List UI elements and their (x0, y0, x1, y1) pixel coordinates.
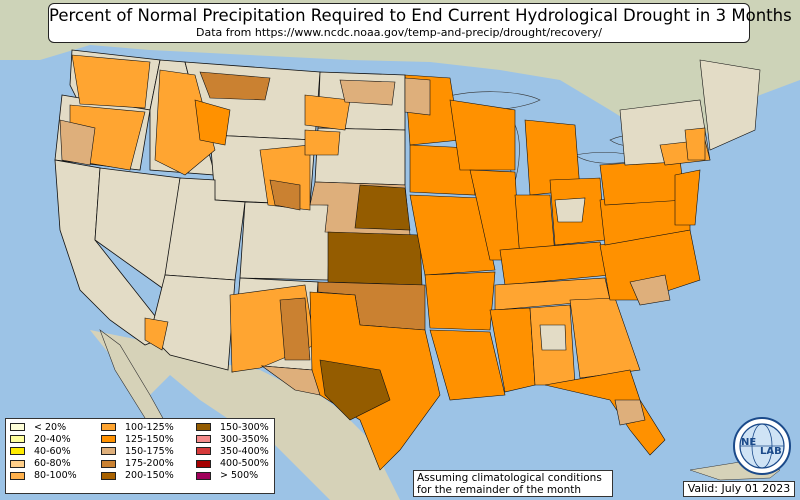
legend-column-2: 100-125% 125-150% 150-175% 175-200% 200-… (101, 421, 174, 482)
legend-swatch (10, 435, 25, 444)
patch-nm-175-200 (279, 297, 311, 361)
legend-swatch (196, 447, 211, 456)
legend-item: 175-200% (101, 458, 174, 470)
legend-label: 175-200% (125, 458, 174, 470)
patch-az-100-125 (144, 317, 169, 351)
region-georgia (569, 297, 641, 379)
legend-label: 60-80% (34, 458, 71, 470)
legend-item: 300-350% (196, 433, 269, 445)
legend-item: 400-500% (196, 458, 269, 470)
region-louisiana (429, 329, 506, 401)
legend-label: 40-60% (34, 445, 71, 457)
legend-label: 400-500% (220, 458, 269, 470)
region-sc-150-175 (629, 274, 671, 306)
patch-wa-100-125 (71, 54, 151, 109)
region-ne-100-125 (684, 127, 706, 161)
legend-swatch (101, 423, 116, 432)
legend-label: 20-40% (34, 433, 71, 445)
mexico-landmass (90, 330, 400, 500)
legend-swatch (101, 471, 116, 480)
legend-item: 20-40% (10, 433, 77, 445)
legend-swatch (196, 423, 211, 432)
region-new-england (699, 59, 761, 151)
region-ohio-neutral (554, 197, 586, 223)
legend-swatch (196, 471, 211, 480)
legend-label: < 20% (34, 421, 67, 433)
logo-text-left: NE (741, 437, 756, 448)
legend-swatch (10, 423, 25, 432)
patch-nd-100-125 (304, 94, 351, 131)
legend: < 20% 20-40% 40-60% 60-80% 80-100% 100-1… (5, 418, 275, 494)
region-texas-west-150-175 (260, 365, 321, 396)
patch-co-175-200 (269, 179, 301, 211)
region-kansas (327, 231, 423, 286)
note-line-2: for the remainder of the month (417, 484, 582, 496)
legend-swatch (101, 435, 116, 444)
legend-item: 200-150% (101, 470, 174, 482)
patch-id-100-125 (154, 69, 216, 176)
legend-item: 100-125% (101, 421, 174, 433)
legend-column-3: 150-300% 300-350% 350-400% 400-500% > 50… (196, 421, 269, 482)
legend-item: 150-175% (101, 445, 174, 457)
valid-date: Valid: July 01 2023 (683, 481, 795, 497)
region-sd-east-150-175 (404, 77, 431, 116)
region-ne-kansas-200-300 (354, 184, 411, 231)
map-title: Percent of Normal Precipitation Required… (49, 6, 792, 25)
region-arkansas (424, 271, 496, 331)
legend-swatch (10, 447, 25, 456)
patch-mt-125-150 (194, 99, 231, 146)
legend-swatch (196, 459, 211, 468)
title-box: Percent of Normal Precipitation Required… (48, 3, 792, 43)
note-line-1: Assuming climatological conditions (417, 472, 602, 484)
climatology-note: Assuming climatological conditions for t… (413, 470, 613, 497)
region-pennsylvania (599, 159, 686, 206)
legend-label: 350-400% (220, 445, 269, 457)
legend-label: 300-350% (220, 433, 269, 445)
legend-item: 150-300% (196, 421, 269, 433)
legend-item: < 20% (10, 421, 77, 433)
west-drought-patches (59, 54, 396, 373)
legend-item: > 500% (196, 470, 269, 482)
globe-logo-icon: NE LAB (732, 416, 792, 476)
legend-item: 80-100% (10, 470, 77, 482)
legend-swatch (101, 447, 116, 456)
legend-label: 80-100% (34, 470, 77, 482)
logo-text-right: LAB (760, 446, 782, 457)
legend-swatch (10, 471, 25, 480)
region-florida (544, 369, 666, 456)
legend-item: 350-400% (196, 445, 269, 457)
patch-sd-100-125 (304, 129, 341, 156)
patch-ca-north-150-175 (59, 119, 96, 166)
globe-logo-graphic: NE LAB (733, 417, 791, 475)
central-eastern-us (260, 59, 761, 471)
map-subtitle: Data from https://www.ncdc.noaa.gov/temp… (196, 26, 602, 39)
patch-mt-175-200 (199, 71, 271, 101)
region-florida-150-175 (614, 399, 646, 426)
region-colorado (239, 201, 331, 281)
region-alabama-neutral (539, 324, 567, 351)
legend-label: 200-150% (125, 470, 174, 482)
legend-label: 150-300% (220, 421, 269, 433)
region-texas-central-200-300 (319, 359, 391, 421)
region-wisconsin (449, 99, 516, 171)
legend-item: 40-60% (10, 445, 77, 457)
legend-swatch (101, 459, 116, 468)
legend-label: 100-125% (125, 421, 174, 433)
patch-mt-east-150-175 (339, 79, 396, 106)
legend-swatch (10, 459, 25, 468)
legend-label: 125-150% (125, 433, 174, 445)
legend-column-1: < 20% 20-40% 40-60% 60-80% 80-100% (10, 421, 77, 482)
legend-label: > 500% (220, 470, 259, 482)
legend-label: 150-175% (125, 445, 174, 457)
legend-swatch (196, 435, 211, 444)
legend-item: 125-150% (101, 433, 174, 445)
legend-item: 60-80% (10, 458, 77, 470)
region-mid-atlantic (674, 169, 701, 226)
region-missouri (409, 194, 496, 276)
